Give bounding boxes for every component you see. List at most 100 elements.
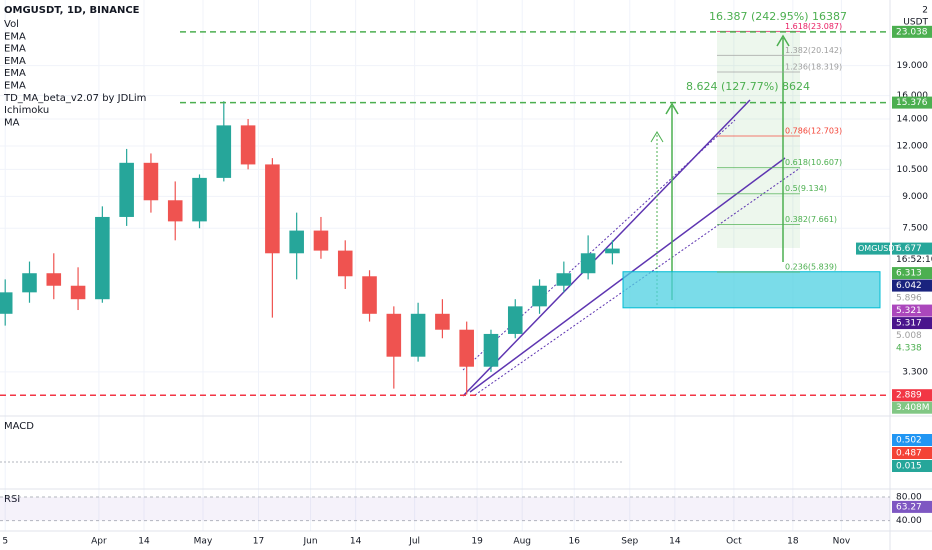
candle-body	[143, 162, 159, 201]
channel-line	[462, 99, 751, 397]
candle-body	[265, 164, 280, 254]
indicator-label: Ichimoku	[4, 105, 49, 116]
candle-body	[119, 162, 134, 217]
candle-body	[216, 125, 232, 178]
rsi-tick-label: 80.00	[896, 493, 922, 503]
y-tick-label: 14.000	[897, 115, 929, 125]
arrow-head	[650, 131, 664, 143]
axis-unit: USDT	[903, 18, 928, 28]
candle-body	[167, 200, 183, 222]
price-tag	[892, 342, 932, 355]
price-tag-label: 6.313	[896, 269, 922, 279]
macd-tag	[892, 447, 932, 459]
price-tag	[892, 25, 932, 38]
x-tick-label: 14	[138, 537, 150, 547]
x-tick-label: 17	[253, 537, 264, 547]
candle-body	[483, 333, 499, 367]
fib-label: 1.236(18.319)	[785, 62, 842, 71]
y-tick-label: 7.500	[902, 224, 928, 234]
candle-body	[337, 250, 353, 277]
price-tag-label: 2.889	[896, 391, 922, 401]
candle-body	[46, 273, 62, 286]
candle-body	[22, 273, 37, 293]
price-tag	[892, 242, 932, 255]
rsi-tag-label: 63.27	[896, 502, 922, 512]
macd-tag	[892, 460, 932, 472]
x-tick-label: 14	[350, 537, 362, 547]
candle-body	[362, 276, 377, 314]
symbol-title: OMGUSDT, 1D, BINANCE	[4, 5, 140, 16]
support-zone	[622, 271, 881, 309]
rsi-band	[0, 497, 890, 521]
candle-body	[386, 313, 402, 357]
candle-body	[192, 177, 207, 222]
x-tick-label: 19	[471, 537, 483, 547]
corner-label: 2	[922, 6, 928, 16]
arrow-head	[665, 102, 679, 115]
candle-body	[313, 230, 329, 251]
price-tag-label: 15.376	[896, 98, 928, 108]
x-tick-label: Jul	[408, 537, 420, 547]
x-tick-label: 14	[669, 537, 681, 547]
x-tick-label: May	[194, 537, 213, 547]
projection-zone	[717, 30, 800, 248]
candle-body	[435, 313, 450, 330]
y-tick-label: 12.000	[897, 141, 929, 151]
candle-body	[289, 230, 304, 254]
rsi-tag	[892, 500, 932, 513]
y-tick-label: 9.000	[902, 192, 928, 202]
indicator-label: Vol	[4, 19, 19, 30]
fib-label: 0.382(7.661)	[785, 215, 837, 224]
price-tag	[892, 317, 932, 330]
pane-title: RSI	[4, 494, 20, 505]
x-tick-label: Apr	[91, 537, 107, 547]
price-tag-label: 5.008	[896, 331, 922, 341]
pane-title: MACD	[4, 421, 34, 432]
price-tag-label: 6.677	[896, 244, 922, 254]
annotation: 8.624 (127.77%) 8624	[686, 80, 810, 93]
indicator-label: EMA	[4, 81, 26, 92]
x-tick-label: Sep	[621, 537, 638, 547]
price-tag	[892, 389, 932, 402]
macd-tag-label: 0.015	[896, 462, 922, 472]
price-tag	[892, 96, 932, 109]
indicator-label: EMA	[4, 56, 26, 67]
candle-body	[95, 216, 110, 300]
price-tag-label: 6.042	[896, 281, 922, 291]
rsi-tick-label: 40.00	[896, 516, 922, 526]
arrow-head	[776, 34, 790, 47]
indicator-label: EMA	[4, 44, 26, 55]
candle-body	[556, 273, 572, 286]
price-tag-label: 5.321	[896, 306, 922, 316]
fib-label: 1.618(23.087)	[785, 22, 842, 31]
macd-tag-label: 0.502	[896, 436, 922, 446]
fib-label: 0.786(12.703)	[785, 127, 842, 136]
price-tag	[892, 329, 932, 342]
countdown: 16:52:10	[896, 255, 932, 265]
price-tag	[892, 292, 932, 305]
x-tick-label: 5	[2, 537, 8, 547]
x-tick-label: 16	[569, 537, 581, 547]
price-tag-label: 5.317	[896, 319, 922, 329]
fib-label: 0.618(10.607)	[785, 158, 842, 167]
fib-label: 0.236(5.839)	[785, 263, 837, 272]
indicator-label: TD_MA_beta_v2.07 by JDLim	[3, 93, 146, 104]
symbol-tag	[856, 242, 890, 255]
symbol-tag-label: OMGUSDT	[858, 244, 899, 253]
price-tag-label: 23.038	[896, 27, 928, 37]
macd-tag	[892, 434, 932, 446]
x-tick-label: Nov	[833, 537, 851, 547]
indicator-label: EMA	[4, 31, 26, 42]
macd-tag-label: 0.487	[896, 449, 922, 459]
candle-body	[0, 292, 13, 314]
x-tick-label: Oct	[726, 537, 742, 547]
price-tag	[892, 267, 932, 280]
price-tag	[892, 304, 932, 317]
price-tag-label: 5.896	[896, 294, 922, 304]
candle-body	[605, 248, 620, 254]
y-tick-label: 16.000	[897, 91, 929, 101]
y-tick-label: 10.500	[897, 165, 929, 175]
x-tick-label: 18	[787, 537, 799, 547]
candle-body	[532, 285, 547, 307]
